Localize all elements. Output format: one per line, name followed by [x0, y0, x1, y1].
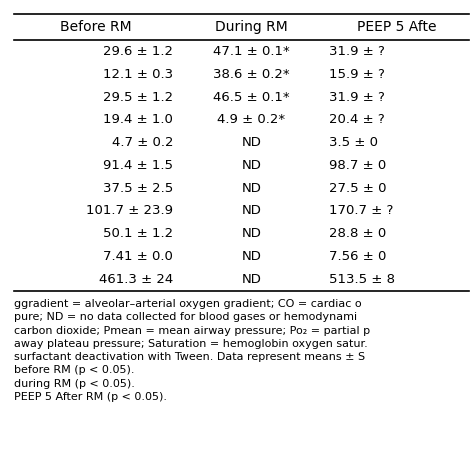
- Text: during RM (p < 0.05).: during RM (p < 0.05).: [14, 379, 135, 389]
- Text: Before RM: Before RM: [60, 20, 132, 34]
- Text: 3.5 ± 0: 3.5 ± 0: [329, 136, 378, 149]
- Text: 461.3 ± 24: 461.3 ± 24: [99, 273, 173, 286]
- Text: 12.1 ± 0.3: 12.1 ± 0.3: [103, 68, 173, 81]
- Text: 50.1 ± 1.2: 50.1 ± 1.2: [103, 227, 173, 240]
- Text: carbon dioxide; Pmean = mean airway pressure; Po₂ = partial p: carbon dioxide; Pmean = mean airway pres…: [14, 326, 370, 336]
- Text: 38.6 ± 0.2*: 38.6 ± 0.2*: [213, 68, 290, 81]
- Text: 37.5 ± 2.5: 37.5 ± 2.5: [103, 182, 173, 195]
- Text: ND: ND: [241, 204, 261, 218]
- Text: 47.1 ± 0.1*: 47.1 ± 0.1*: [213, 45, 290, 58]
- Text: ND: ND: [241, 182, 261, 195]
- Text: 98.7 ± 0: 98.7 ± 0: [329, 159, 387, 172]
- Text: PEEP 5 Afte: PEEP 5 Afte: [357, 20, 437, 34]
- Text: 29.5 ± 1.2: 29.5 ± 1.2: [103, 91, 173, 104]
- Text: ND: ND: [241, 136, 261, 149]
- Text: ND: ND: [241, 159, 261, 172]
- Text: 15.9 ± ?: 15.9 ± ?: [329, 68, 385, 81]
- Text: away plateau pressure; Saturation = hemoglobin oxygen satur.: away plateau pressure; Saturation = hemo…: [14, 339, 368, 349]
- Text: 20.4 ± ?: 20.4 ± ?: [329, 113, 385, 127]
- Text: 101.7 ± 23.9: 101.7 ± 23.9: [86, 204, 173, 218]
- Text: 513.5 ± 8: 513.5 ± 8: [329, 273, 395, 286]
- Text: ggradient = alveolar–arterial oxygen gradient; CO = cardiac o: ggradient = alveolar–arterial oxygen gra…: [14, 299, 362, 309]
- Text: 91.4 ± 1.5: 91.4 ± 1.5: [103, 159, 173, 172]
- Text: ND: ND: [241, 250, 261, 263]
- Text: 19.4 ± 1.0: 19.4 ± 1.0: [103, 113, 173, 127]
- Text: 29.6 ± 1.2: 29.6 ± 1.2: [103, 45, 173, 58]
- Text: 4.9 ± 0.2*: 4.9 ± 0.2*: [217, 113, 285, 127]
- Text: 31.9 ± ?: 31.9 ± ?: [329, 45, 385, 58]
- Text: 170.7 ± ?: 170.7 ± ?: [329, 204, 394, 218]
- Text: 7.56 ± 0: 7.56 ± 0: [329, 250, 387, 263]
- Text: pure; ND = no data collected for blood gases or hemodynami: pure; ND = no data collected for blood g…: [14, 312, 357, 322]
- Text: PEEP 5 After RM (p < 0.05).: PEEP 5 After RM (p < 0.05).: [14, 392, 167, 402]
- Text: During RM: During RM: [215, 20, 288, 34]
- Text: 7.41 ± 0.0: 7.41 ± 0.0: [103, 250, 173, 263]
- Text: ND: ND: [241, 227, 261, 240]
- Text: 31.9 ± ?: 31.9 ± ?: [329, 91, 385, 104]
- Text: before RM (p < 0.05).: before RM (p < 0.05).: [14, 365, 135, 375]
- Text: surfactant deactivation with Tween. Data represent means ± S: surfactant deactivation with Tween. Data…: [14, 352, 365, 362]
- Text: 46.5 ± 0.1*: 46.5 ± 0.1*: [213, 91, 290, 104]
- Text: 27.5 ± 0: 27.5 ± 0: [329, 182, 387, 195]
- Text: 28.8 ± 0: 28.8 ± 0: [329, 227, 387, 240]
- Text: 4.7 ± 0.2: 4.7 ± 0.2: [111, 136, 173, 149]
- Text: ND: ND: [241, 273, 261, 286]
